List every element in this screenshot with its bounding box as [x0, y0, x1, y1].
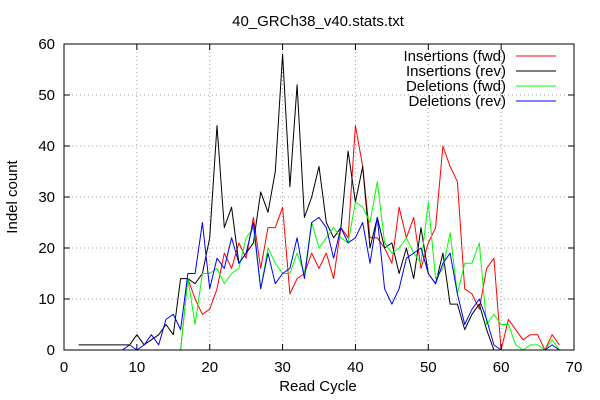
y-tick-label: 0	[47, 342, 55, 359]
x-tick-label: 30	[274, 359, 291, 376]
legend-label: Deletions (rev)	[408, 93, 506, 110]
series-group	[78, 53, 560, 351]
x-tick-label: 40	[347, 359, 364, 376]
x-tick-label: 60	[493, 359, 510, 376]
legend: Insertions (fwd)Insertions (rev)Deletion…	[403, 48, 556, 110]
x-axis-label: Read Cycle	[279, 378, 357, 395]
y-tick-label: 20	[38, 240, 55, 257]
x-tick-label: 20	[201, 359, 218, 376]
axis-ticks: 0 10 20 30 40 50 60 70 0 10 20 30 40 50 60	[38, 36, 582, 376]
chart-title: 40_GRCh38_v40.stats.txt	[232, 13, 405, 30]
y-tick-label: 50	[38, 87, 55, 104]
x-tick-label: 0	[60, 359, 68, 376]
x-tick-label: 50	[420, 359, 437, 376]
legend-label: Insertions (rev)	[406, 63, 506, 80]
legend-label: Insertions (fwd)	[403, 48, 506, 65]
legend-label: Deletions (fwd)	[406, 78, 506, 95]
x-tick-label: 70	[566, 359, 583, 376]
y-axis-label: Indel count	[4, 159, 21, 233]
y-tick-label: 40	[38, 138, 55, 155]
series-line-deletions-rev	[78, 216, 560, 351]
y-tick-label: 10	[38, 291, 55, 308]
x-tick-label: 10	[129, 359, 146, 376]
grid	[64, 44, 574, 350]
series-line-insertions-fwd	[180, 125, 560, 351]
series-line-deletions-fwd	[180, 181, 560, 351]
y-tick-label: 30	[38, 189, 55, 206]
y-tick-label: 60	[38, 36, 55, 53]
